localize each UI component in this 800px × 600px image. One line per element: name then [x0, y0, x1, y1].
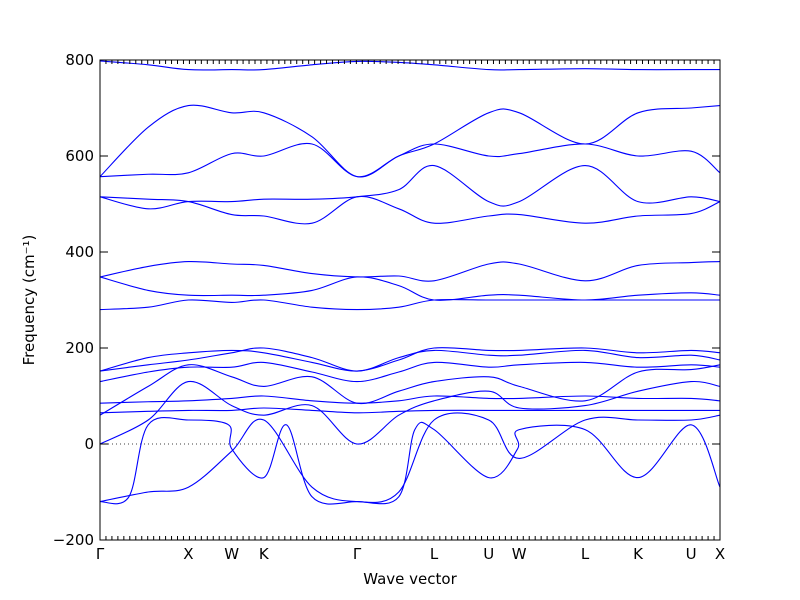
plot-area	[99, 59, 721, 541]
band-line-7	[100, 276, 720, 301]
x-tick-label-9: K	[633, 545, 644, 563]
band-line-15	[100, 380, 720, 445]
y-tick-labels: −200 0 200 400 600 800	[53, 51, 94, 549]
x-tick-label-8: L	[581, 545, 590, 563]
y-tick-label-1: 0	[84, 435, 94, 453]
x-axis-label: Wave vector	[363, 570, 457, 588]
band-line-3	[100, 142, 720, 178]
axis-ticks	[99, 59, 721, 541]
x-tick-label-5: L	[430, 545, 439, 563]
x-tick-label-2: W	[224, 545, 239, 563]
x-tick-label-4: Γ	[353, 545, 362, 563]
x-tick-label-0: Γ	[96, 545, 105, 563]
x-tick-label-7: W	[512, 545, 527, 563]
band-line-13	[100, 395, 720, 404]
y-tick-label-2: 200	[65, 339, 94, 357]
x-tick-label-6: U	[483, 545, 494, 563]
band-line-17	[100, 412, 720, 504]
band-line-5	[100, 195, 720, 225]
x-tick-label-11: X	[715, 545, 725, 563]
y-tick-label-3: 400	[65, 243, 94, 261]
band-line-4	[100, 165, 720, 210]
x-tick-label-10: U	[686, 545, 697, 563]
y-tick-label-5: 800	[65, 51, 94, 69]
x-tick-label-1: X	[183, 545, 193, 563]
y-axis-label: Frequency (cm⁻¹)	[20, 235, 38, 366]
phonon-bands	[100, 60, 720, 505]
band-line-1	[100, 60, 720, 71]
band-line-10	[100, 347, 720, 372]
y-tick-label-4: 600	[65, 147, 94, 165]
y-tick-label-0: −200	[53, 531, 94, 549]
band-line-12	[100, 364, 720, 416]
x-tick-label-3: K	[259, 545, 270, 563]
band-line-11	[100, 361, 720, 383]
band-line-2	[100, 104, 720, 178]
band-line-14	[100, 407, 720, 414]
band-line-8	[100, 298, 720, 311]
band-line-6	[100, 261, 720, 282]
band-line-16	[100, 417, 720, 505]
band-line-9	[100, 347, 720, 372]
